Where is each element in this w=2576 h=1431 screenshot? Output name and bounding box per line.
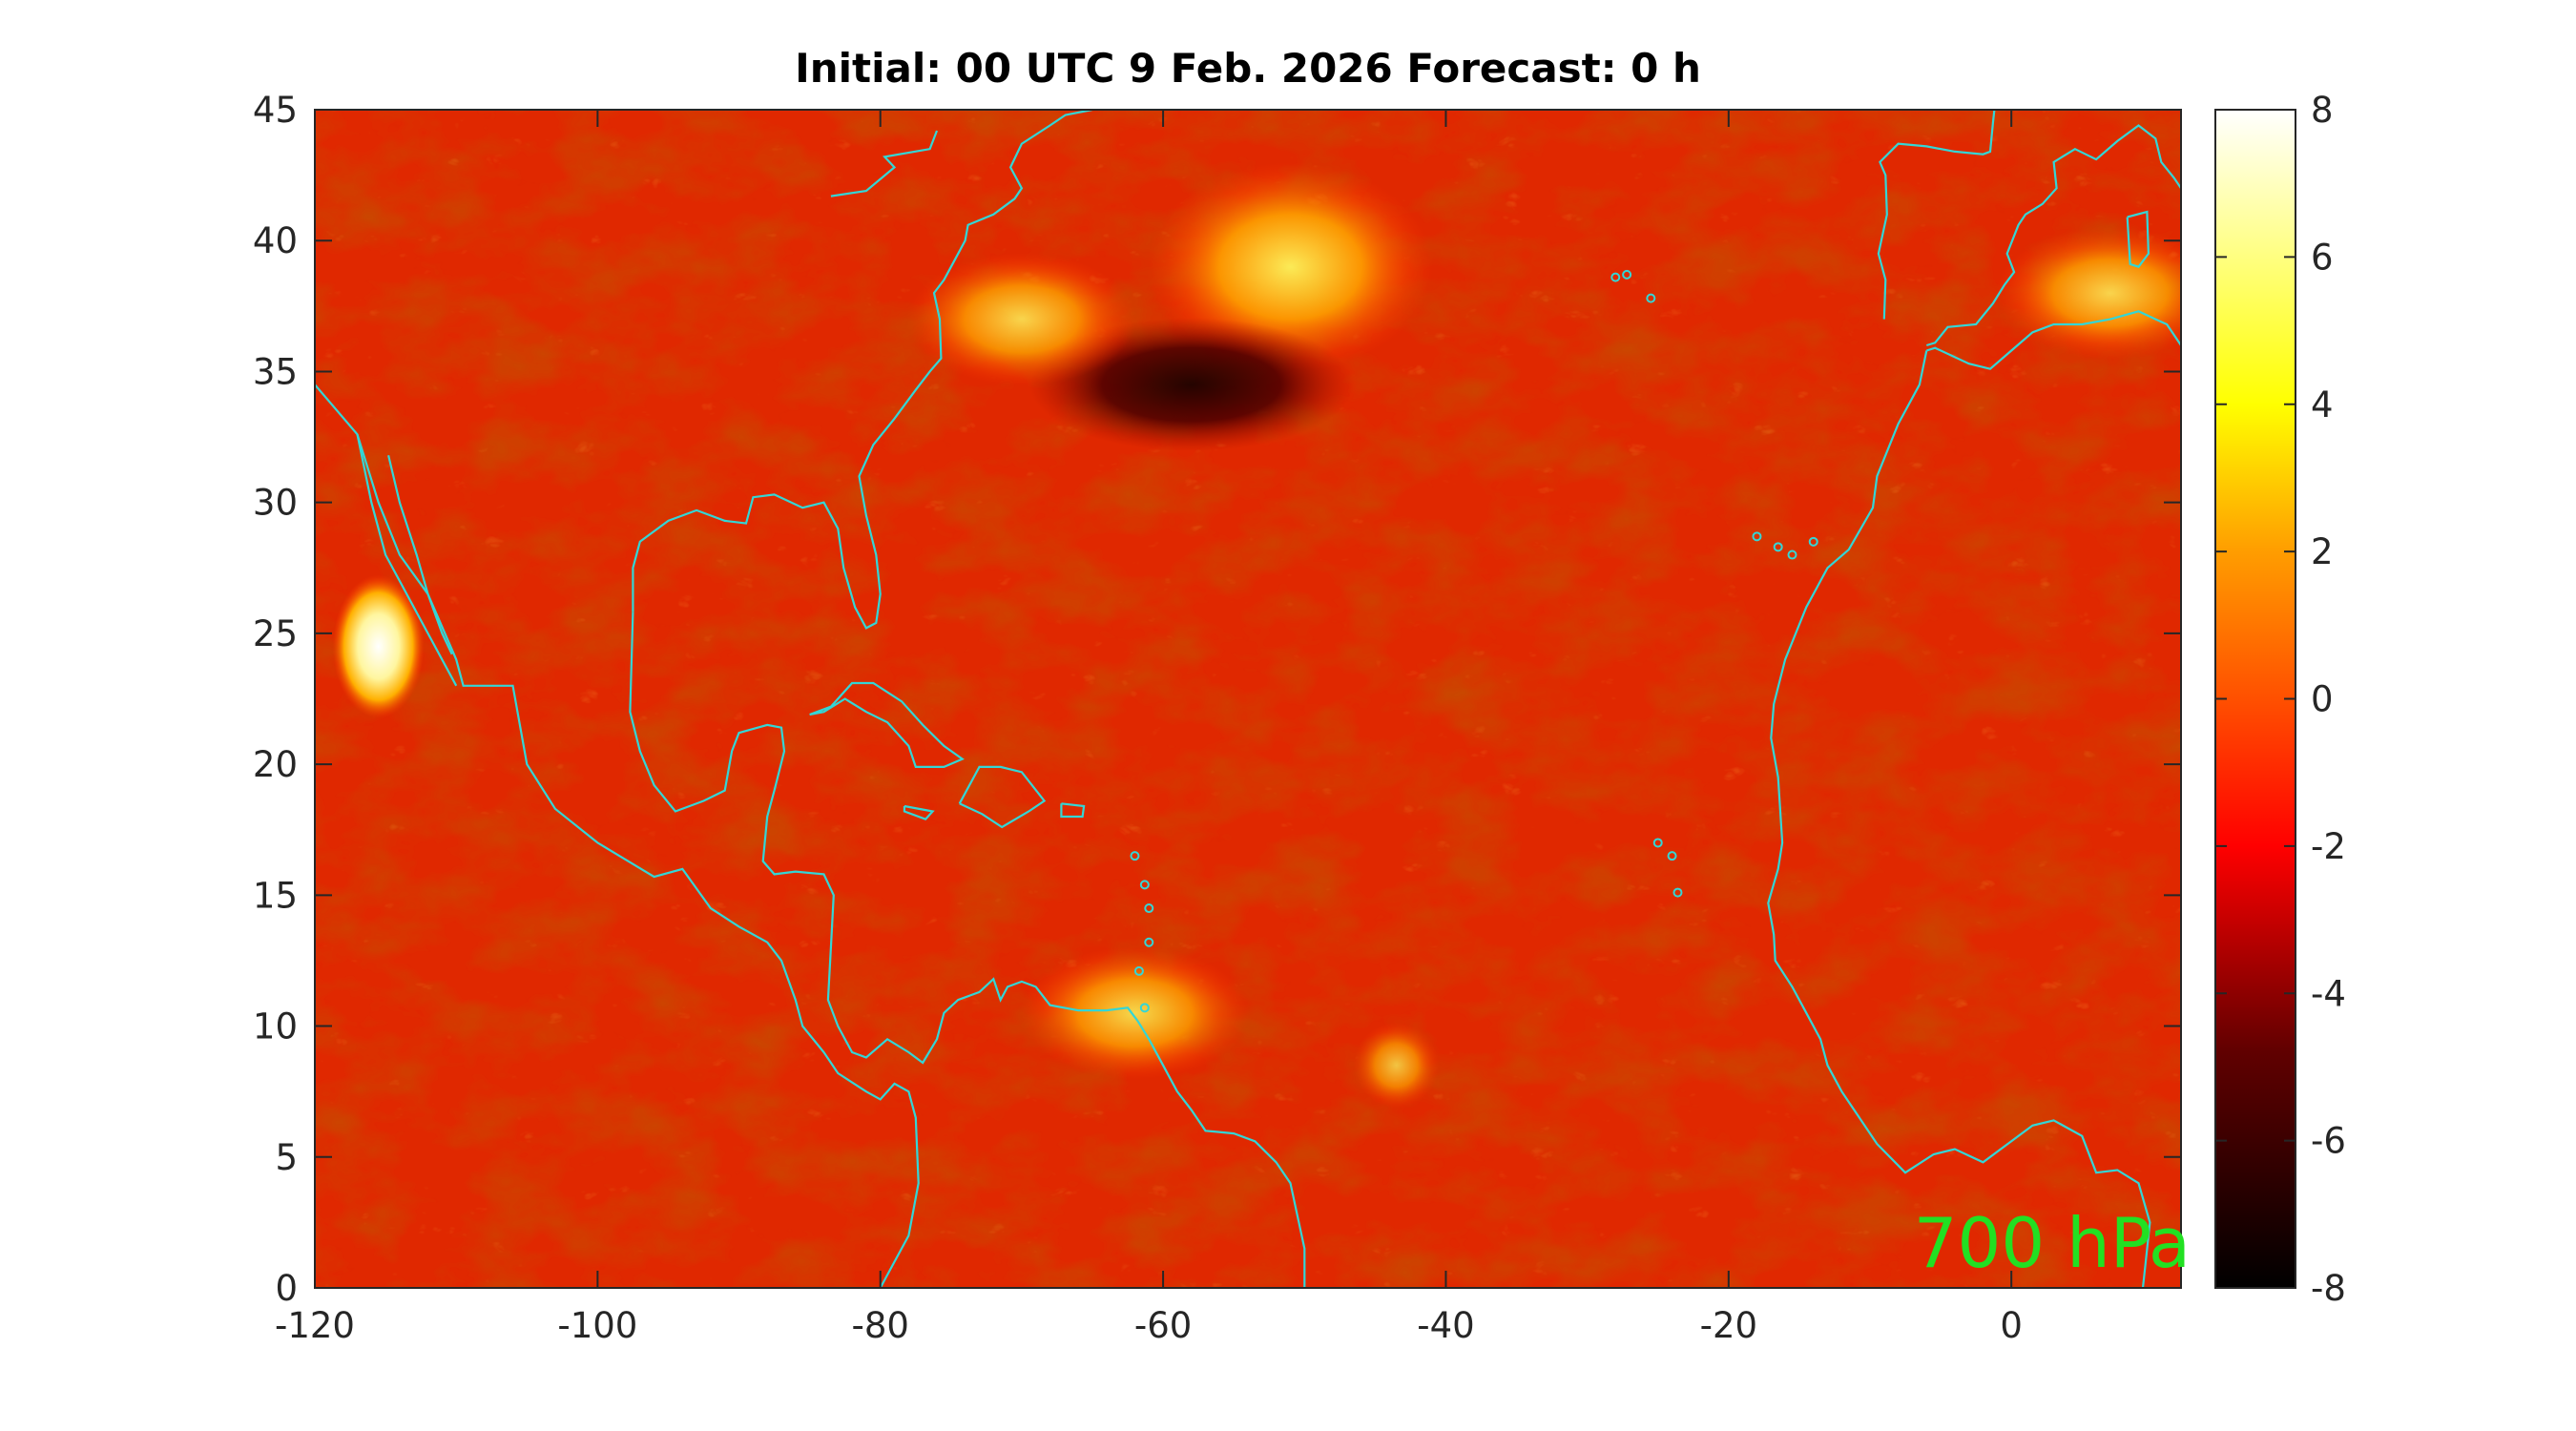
warm-spot-lesser-antilles [1020, 945, 1250, 1080]
figure-title: Initial: 00 UTC 9 Feb. 2026 Forecast: 0 … [795, 45, 1701, 92]
island-outline [1133, 965, 1144, 976]
map-plot-area [315, 110, 2181, 1288]
coastline-north-africa [1925, 310, 2181, 370]
y-tick-label: 40 [253, 220, 298, 261]
island-outline [1622, 269, 1632, 280]
warm-spot-central-atlantic [1353, 1022, 1440, 1109]
colorbar-tick-label: 8 [2311, 90, 2334, 131]
island-outline [1672, 887, 1683, 898]
coastline-mediterranean-north [1925, 124, 2181, 347]
colorbar-tick-label: 2 [2311, 531, 2334, 572]
island-outline [1752, 531, 1762, 542]
coastline-iberia [1877, 110, 1996, 320]
x-axis: -120 -100 -80 -60 -40 -20 0 [275, 110, 2023, 1346]
island-outline [1130, 851, 1140, 861]
coastline-layer [315, 110, 2181, 1288]
colorbar-tick-label: -4 [2311, 973, 2346, 1014]
x-tick-label: -80 [852, 1305, 909, 1346]
island-outline [1144, 937, 1154, 947]
plot-frame [314, 109, 2182, 1289]
x-tick-label: -20 [1700, 1305, 1757, 1346]
coastline-cuba [809, 681, 965, 769]
island-outline [1667, 851, 1677, 861]
island-outline [1787, 550, 1797, 560]
coastline-mexico-east [629, 612, 1306, 1288]
y-tick-label: 15 [253, 875, 298, 916]
island-outline [1808, 536, 1818, 547]
hot-spot-baja [332, 574, 425, 718]
colorbar-gradient [2214, 109, 2296, 1289]
colorbar-tick-label: -2 [2311, 826, 2346, 867]
island-outline [1652, 838, 1663, 848]
colorbar-tick-label: -8 [2311, 1268, 2346, 1309]
y-tick-label: 0 [275, 1268, 298, 1309]
coastline-hispaniola [958, 765, 1047, 829]
x-tick-label: -40 [1417, 1305, 1474, 1346]
coastline-great-lakes [830, 130, 939, 197]
warm-patches-iberia [1995, 226, 2181, 361]
x-tick-label: -100 [557, 1305, 637, 1346]
x-tick-label: -120 [275, 1305, 355, 1346]
colorbar-tick-label: 0 [2311, 679, 2334, 720]
y-axis: 0 5 10 15 20 25 30 35 40 45 [253, 90, 2181, 1309]
colorbar-ticks: -8 -6 -4 -2 0 2 4 6 8 [2215, 90, 2346, 1309]
colorbar-tick-label: -6 [2311, 1121, 2346, 1162]
y-tick-label: 20 [253, 744, 298, 785]
coastline-sardinia [2126, 210, 2150, 268]
island-outline [1144, 903, 1154, 914]
x-tick-label: 0 [2000, 1305, 2023, 1346]
level-label: 700 hPa [1914, 1203, 2191, 1283]
coastline-west-africa [1767, 350, 2151, 1288]
coastline-gulf-mexico [632, 110, 1093, 630]
colorbar: -8 -6 -4 -2 0 2 4 6 8 [2214, 90, 2346, 1309]
island-outline [1646, 293, 1656, 303]
coastline-baja-west [356, 434, 458, 687]
coastline-puerto-rico [1060, 802, 1086, 819]
island-outline [1139, 1003, 1150, 1013]
coastline-jamaica [903, 804, 935, 820]
x-tick-label: -60 [1134, 1305, 1192, 1346]
island-outline [1610, 272, 1621, 282]
y-tick-label: 5 [275, 1137, 298, 1178]
y-tick-label: 25 [253, 613, 298, 654]
coastline-north-america-west [315, 384, 920, 1288]
colorbar-tick-label: 6 [2311, 237, 2334, 278]
warm-band-us-east-coast [906, 252, 1136, 386]
y-tick-label: 30 [253, 483, 298, 524]
y-tick-label: 35 [253, 351, 298, 392]
y-tick-label: 45 [253, 90, 298, 131]
y-tick-label: 10 [253, 1006, 298, 1047]
colorbar-tick-label: 4 [2311, 384, 2334, 425]
feature-layer [332, 161, 2181, 1109]
coastline-baja-east [387, 455, 453, 655]
island-outline [1773, 542, 1783, 552]
island-outline [1139, 880, 1150, 890]
